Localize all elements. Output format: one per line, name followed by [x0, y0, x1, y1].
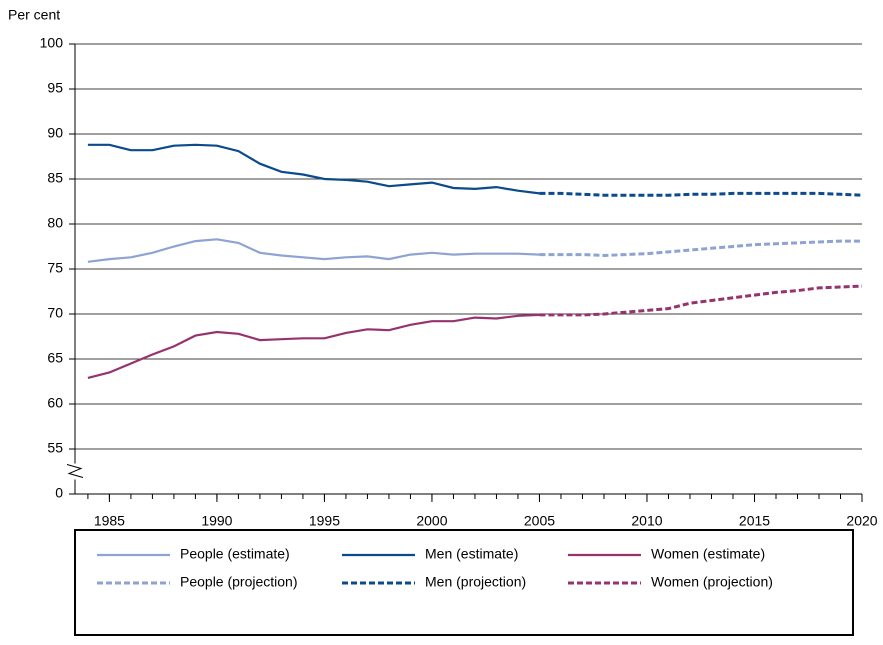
legend-label: Women (estimate)	[651, 546, 765, 562]
x-tick-label: 2000	[416, 513, 447, 529]
legend-box	[74, 529, 854, 636]
x-tick-label: 2010	[631, 513, 662, 529]
y-tick-label: 95	[47, 80, 63, 96]
series-line	[539, 284, 863, 317]
x-tick-label: 2015	[739, 513, 770, 529]
y-tick-label: 0	[55, 485, 63, 501]
series-line	[87, 313, 540, 379]
x-tick-label: 1985	[94, 513, 125, 529]
y-tick-label: 60	[47, 395, 63, 411]
legend-label: Men (projection)	[425, 574, 526, 590]
legend-label: People (estimate)	[180, 546, 290, 562]
x-tick-label: 1990	[201, 513, 232, 529]
y-tick-label: 90	[47, 125, 63, 141]
series-line	[87, 143, 540, 195]
y-tick-label: 80	[47, 215, 63, 231]
x-tick-label: 1995	[309, 513, 340, 529]
legend-label: Men (estimate)	[425, 546, 518, 562]
y-tick-label: 85	[47, 170, 63, 186]
y-tick-label: 70	[47, 305, 63, 321]
series-line	[539, 191, 863, 197]
x-tick-label: 2020	[846, 513, 877, 529]
x-tick-label: 2005	[524, 513, 555, 529]
y-tick-label: 55	[47, 440, 63, 456]
y-axis-label: Per cent	[8, 7, 60, 23]
legend-label: People (projection)	[180, 574, 298, 590]
y-tick-label: 100	[40, 35, 64, 51]
axis-break	[66, 464, 84, 478]
y-tick-label: 65	[47, 350, 63, 366]
series-line	[539, 239, 862, 258]
y-tick-label: 75	[47, 260, 63, 276]
series-line	[87, 238, 540, 263]
legend-label: Women (projection)	[651, 574, 773, 590]
